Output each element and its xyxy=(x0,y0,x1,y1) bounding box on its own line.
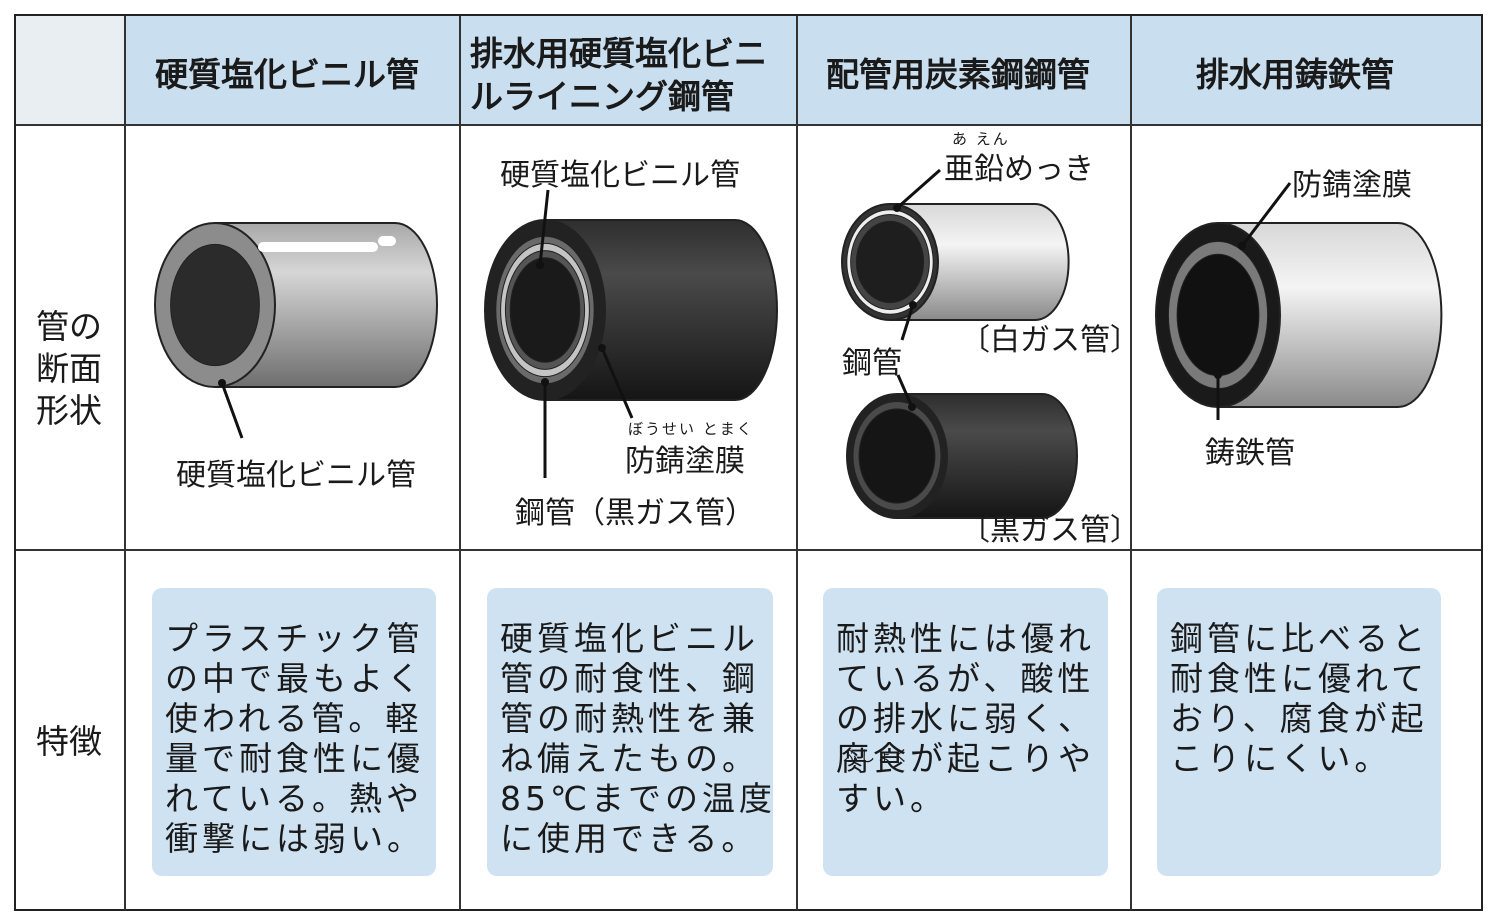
feature-line: 使われる管。軽 xyxy=(165,699,423,738)
part-label: 防錆塗膜 xyxy=(1292,168,1412,203)
feature-box xyxy=(487,588,773,876)
leader-line xyxy=(896,374,914,408)
feature-line: れている。熱や xyxy=(165,779,424,818)
feature-line: こりにくい。 xyxy=(1170,739,1392,778)
feature-line: の中で最もよく xyxy=(165,659,424,698)
highlight xyxy=(258,242,378,252)
ruby: あ えん xyxy=(952,130,1010,148)
leader-line xyxy=(896,168,941,210)
row-label: 特徴 xyxy=(36,722,102,761)
feature-line: 耐熱性には優れ xyxy=(836,619,1095,658)
part-label: 鋼管 xyxy=(842,346,902,381)
feature-line: プラスチック管 xyxy=(165,619,424,658)
pipe-ring xyxy=(1176,253,1260,377)
highlight xyxy=(378,236,396,246)
column-title: 配管用炭素鋼鋼管 xyxy=(826,55,1090,94)
feature-line: 衝撃には弱い。 xyxy=(165,819,424,858)
leader-dot xyxy=(598,344,606,352)
header-corner xyxy=(16,16,125,125)
feature-line: 耐食性に優れて xyxy=(1170,659,1429,698)
leader-dot xyxy=(536,261,544,269)
leader-line xyxy=(600,347,634,419)
feature-line: 腐食が起こりや xyxy=(836,739,1095,778)
ruby: ふしょく xyxy=(843,747,912,765)
leader-line xyxy=(900,304,915,341)
leader-line xyxy=(220,382,244,439)
part-label: 硬質塩化ビニル管 xyxy=(500,158,740,193)
leader-dot xyxy=(893,204,901,212)
pipe-ring xyxy=(170,243,260,367)
part-label: 防錆塗膜 xyxy=(625,444,745,479)
feature-line: 85℃までの温度 xyxy=(500,779,777,818)
part-label: 鋳鉄管 xyxy=(1205,436,1295,471)
part-label: 硬質塩化ビニル管 xyxy=(176,458,416,493)
feature-line: の排水に弱く、 xyxy=(836,699,1095,738)
column-title: 排水用硬質塩化ビニ xyxy=(470,34,767,73)
leader-dot xyxy=(541,378,549,386)
part-label: 〔白ガス管〕 xyxy=(960,323,1140,358)
feature-box xyxy=(1157,588,1441,876)
column-title: 排水用鋳鉄管 xyxy=(1196,55,1394,94)
leader-line xyxy=(1240,182,1292,247)
feature-line: 硬質塩化ビニル xyxy=(500,619,759,658)
leader-dot xyxy=(1238,242,1246,250)
table-frame xyxy=(14,14,1483,911)
pipe-ring xyxy=(509,257,581,363)
part-label: 亜鉛めっき xyxy=(944,152,1094,187)
leader-line xyxy=(538,189,550,266)
row-label: 形状 xyxy=(36,391,102,430)
leader-dot xyxy=(218,379,226,387)
pipe-ring xyxy=(858,408,936,504)
row-label: 管の xyxy=(36,307,102,346)
feature-line: おり、腐食が起 xyxy=(1170,699,1428,738)
feature-box xyxy=(152,588,436,876)
column-title: 硬質塩化ビニル管 xyxy=(155,55,419,94)
part-label: 鋼管（黒ガス管） xyxy=(515,496,755,531)
feature-box xyxy=(823,588,1108,876)
feature-line: 量で耐食性に優 xyxy=(165,739,424,778)
leader-dot xyxy=(908,403,916,411)
feature-line: 鋼管に比べると xyxy=(1170,619,1429,658)
pipe-ring xyxy=(855,220,925,304)
row-label: 断面 xyxy=(36,349,102,388)
feature-line: 管の耐食性、鋼 xyxy=(500,659,759,698)
part-label: 〔黒ガス管〕 xyxy=(960,513,1140,548)
feature-line: 管の耐熱性を兼 xyxy=(500,699,759,738)
header-cell xyxy=(125,16,1481,125)
leader-dot xyxy=(1214,371,1222,379)
leader-dot xyxy=(909,301,917,309)
feature-line: すい。 xyxy=(836,779,947,818)
feature-line: ね備えたもの。 xyxy=(500,739,759,778)
feature-line: に使用できる。 xyxy=(500,819,759,858)
ruby: ぼうせい とまく xyxy=(628,420,754,438)
feature-line: ているが、酸性 xyxy=(836,659,1095,698)
column-title: ルライニング鋼管 xyxy=(470,77,734,116)
